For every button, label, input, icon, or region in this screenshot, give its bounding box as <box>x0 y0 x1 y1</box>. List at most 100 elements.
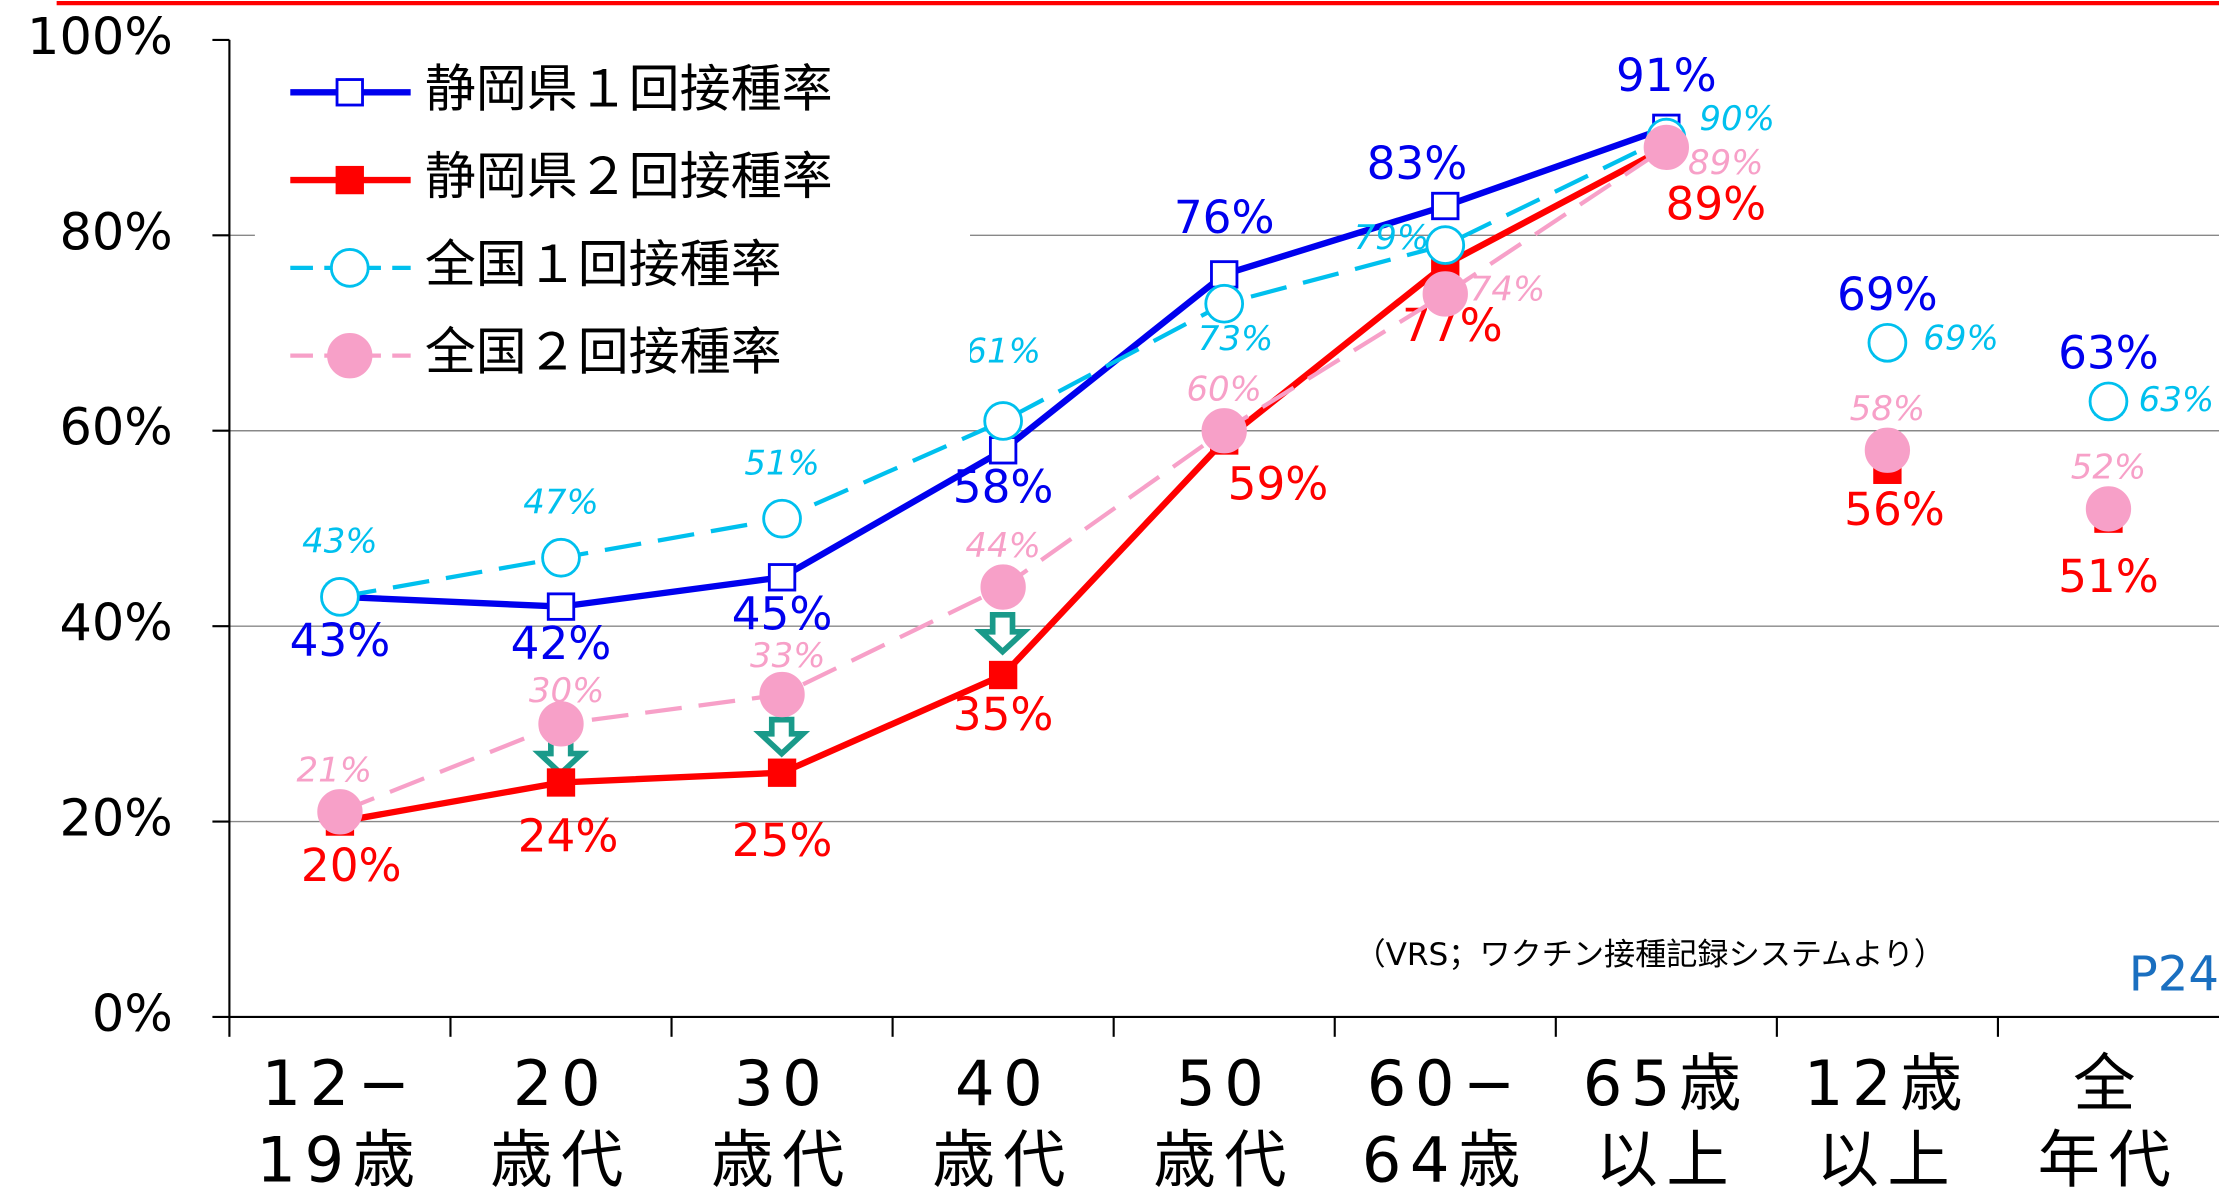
marker <box>767 758 797 787</box>
marker <box>335 78 364 107</box>
marker <box>1425 225 1466 265</box>
data-label: 43% <box>302 522 378 562</box>
marker <box>1201 408 1247 454</box>
down-arrow <box>753 716 811 758</box>
marker <box>1431 191 1460 221</box>
marker <box>988 660 1018 690</box>
data-label: 21% <box>297 751 373 791</box>
marker <box>538 701 584 747</box>
x-tick-label: 30 <box>734 1047 830 1120</box>
data-label: 35% <box>953 688 1054 741</box>
data-label: 69% <box>1837 268 1938 321</box>
marker <box>983 401 1023 441</box>
marker <box>1867 322 1908 363</box>
data-label: 79% <box>1354 218 1430 258</box>
x-tick-label: 歳代 <box>932 1123 1074 1190</box>
x-tick-label: 60− <box>1367 1047 1524 1120</box>
data-label: 44% <box>965 526 1041 566</box>
x-tick-label: 歳代 <box>490 1123 632 1190</box>
x-tick-label: 以上 <box>1596 1123 1738 1190</box>
data-label: 33% <box>750 636 826 676</box>
data-label: 59% <box>1228 458 1329 511</box>
marker <box>1864 427 1911 473</box>
marker <box>335 165 364 195</box>
down-arrow <box>974 611 1032 656</box>
plot: 20%24% 25%35%59%77%89%56%51%43% 42%45%58%7… <box>290 49 2215 892</box>
marker <box>329 248 370 288</box>
legend-label: 静岡県２回接種率 <box>425 148 833 207</box>
data-label: 63% <box>2058 327 2159 380</box>
marker <box>1422 271 1468 317</box>
grid: 0%20%40%60%80%100%12−19歳20歳代30歳代40歳代50歳代… <box>27 8 2219 1194</box>
marker <box>1204 283 1245 324</box>
marker <box>762 498 802 539</box>
data-label: 25% <box>732 814 833 867</box>
data-label: 83% <box>1367 137 1468 190</box>
marker <box>320 577 360 617</box>
y-tick-label: 40% <box>59 594 172 653</box>
x-tick-label: 50 <box>1176 1047 1272 1120</box>
data-label: 61% <box>965 331 1041 371</box>
x-tick-label: 20 <box>513 1047 609 1120</box>
marker <box>546 592 576 621</box>
x-tick-label: 以上 <box>1817 1123 1959 1190</box>
data-label: 63% <box>2139 380 2215 420</box>
x-tick-label: 64歳 <box>1362 1123 1529 1190</box>
data-label: 69% <box>1923 318 1999 358</box>
marker <box>1210 260 1239 289</box>
x-tick-label: 12歳 <box>1804 1047 1971 1120</box>
marker <box>2085 486 2132 532</box>
data-label: 30% <box>529 671 605 711</box>
data-label: 73% <box>1198 319 1274 359</box>
marker <box>1643 124 1689 171</box>
y-tick-label: 100% <box>27 8 173 67</box>
data-label: 42% <box>511 617 612 670</box>
y-tick-label: 20% <box>59 790 172 849</box>
x-tick-label: 12− <box>261 1047 418 1120</box>
x-tick-label: 歳代 <box>1153 1123 1295 1190</box>
marker <box>759 671 805 718</box>
data-label: 89% <box>1666 177 1767 230</box>
x-tick-label: 40 <box>955 1047 1051 1120</box>
marker <box>541 537 581 578</box>
x-tick-label: 19歳 <box>256 1123 423 1190</box>
data-label: 45% <box>732 587 833 640</box>
data-label: 43% <box>290 614 391 667</box>
marker <box>980 564 1026 610</box>
data-label: 51% <box>744 443 820 483</box>
marker <box>317 789 363 835</box>
x-tick-label: 年代 <box>2038 1123 2180 1190</box>
y-tick-label: 60% <box>59 399 172 458</box>
data-label: 91% <box>1616 49 1717 102</box>
marker <box>988 436 1018 465</box>
source-note: （VRS；ワクチン接種記録システムより） <box>1354 937 1945 973</box>
x-tick-label: 65歳 <box>1583 1047 1750 1120</box>
legend-label: 全国１回接種率 <box>425 236 782 295</box>
data-label: 20% <box>301 839 402 892</box>
y-tick-label: 0% <box>92 985 173 1044</box>
data-label: 56% <box>1844 483 1945 536</box>
marker <box>767 563 797 592</box>
data-label: 74% <box>1470 270 1546 310</box>
data-label: 90% <box>1699 99 1775 139</box>
y-tick-label: 80% <box>59 203 172 262</box>
data-label: 52% <box>2071 448 2147 488</box>
data-label: 89% <box>1688 143 1764 183</box>
legend-label: 全国２回接種率 <box>425 324 782 383</box>
data-label: 60% <box>1186 370 1262 410</box>
legend-box <box>254 48 971 403</box>
x-tick-label: 全 <box>2073 1047 2144 1120</box>
data-label: 24% <box>518 810 619 863</box>
page-number: P24 <box>2129 946 2219 1002</box>
data-label: 51% <box>2058 550 2159 603</box>
marker <box>2088 381 2129 422</box>
marker <box>546 768 576 797</box>
data-label: 58% <box>1850 389 1926 429</box>
legend-label: 静岡県１回接種率 <box>425 60 833 119</box>
data-label: 58% <box>953 460 1054 513</box>
data-label: 47% <box>523 482 599 522</box>
marker <box>327 333 373 379</box>
x-tick-label: 歳代 <box>711 1123 853 1190</box>
